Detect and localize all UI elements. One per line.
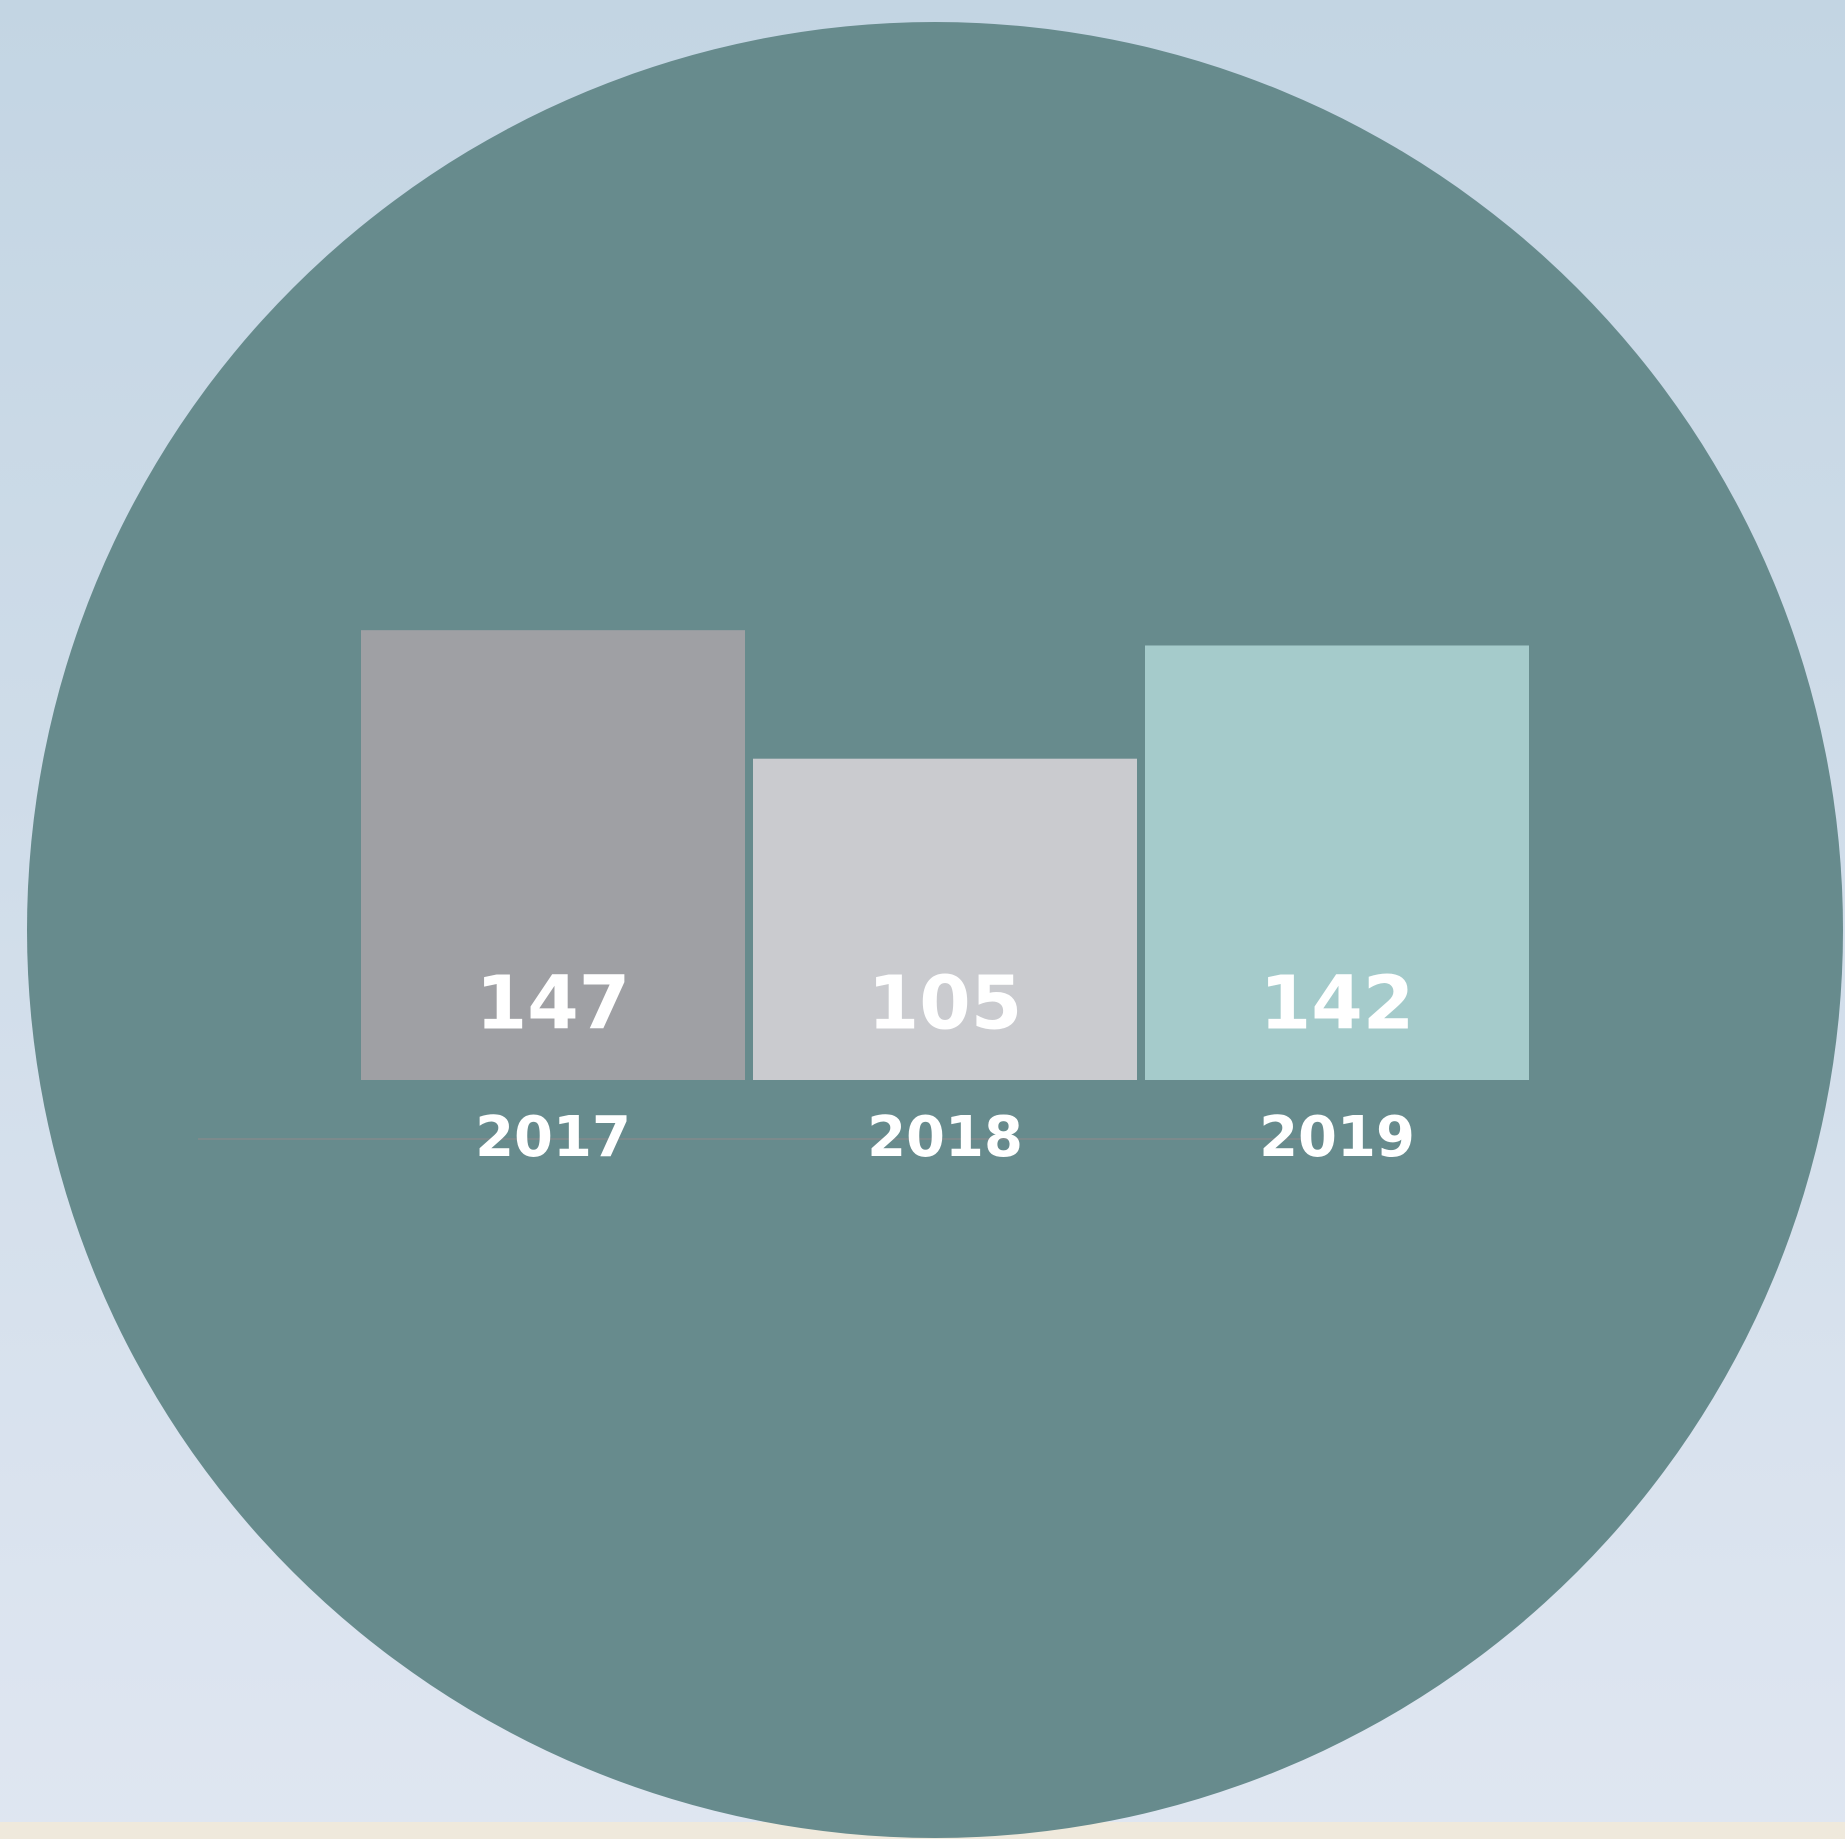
value-label: 147 [476,961,630,1047]
x-tick-label: 2018 [867,1105,1023,1170]
page: {"chart_data": {"type": "bar", "categori… [0,0,1845,1839]
x-tick-label: 2017 [475,1105,631,1170]
value-label: 105 [868,961,1022,1047]
value-label: 142 [1260,961,1414,1047]
chart: 147 2017 105 2018 142 2019 [0,0,1845,1839]
x-tick-label: 2019 [1259,1105,1415,1170]
